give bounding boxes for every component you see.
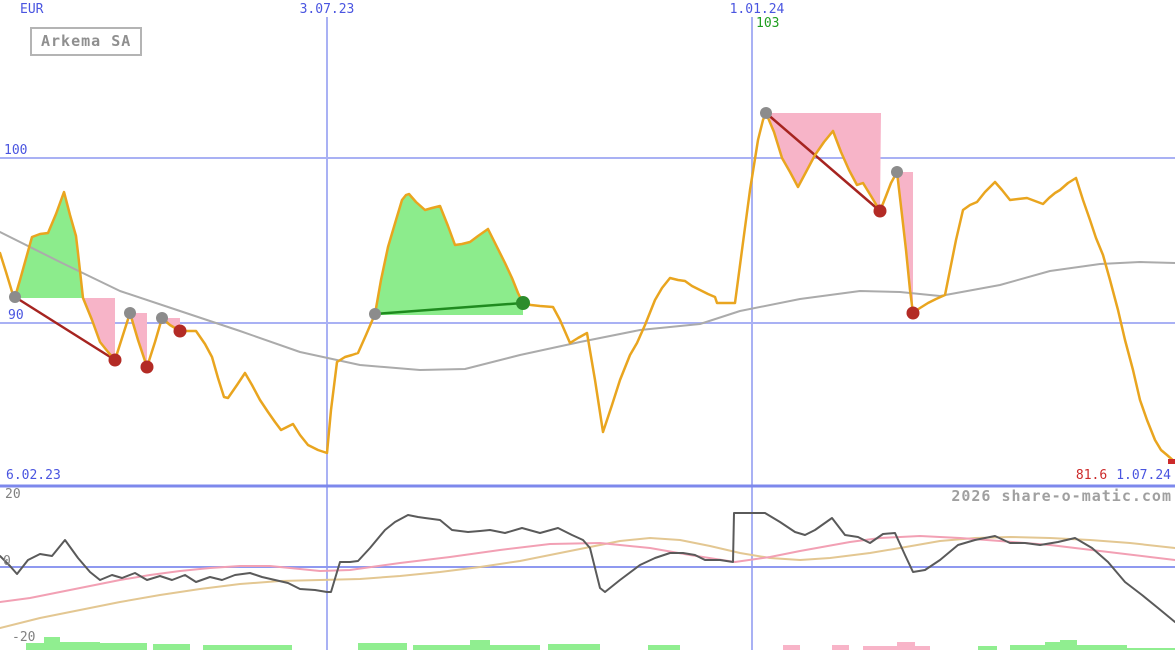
pivot-dot-red — [140, 360, 154, 374]
currency-label: EUR — [20, 2, 44, 17]
osc-axis-minus20: -20 — [12, 630, 36, 645]
pivot-dot-red — [873, 204, 887, 218]
moving-average-line — [0, 231, 1175, 371]
oscillator-main-line — [0, 512, 1175, 623]
pivot-dot-gray — [369, 308, 381, 320]
trend-line-up — [374, 301, 524, 316]
volume-bar-up — [1127, 648, 1175, 650]
watermark: 2026 share-o-matic.com — [951, 487, 1172, 505]
volume-bar-up — [1010, 645, 1045, 650]
volume-bar-up — [153, 644, 190, 650]
volume-bar-down — [915, 646, 930, 650]
volume-bar-up — [1060, 640, 1077, 650]
volume-bar-down — [897, 642, 915, 650]
instrument-name: Arkema SA — [41, 32, 132, 50]
last-price-tick — [1168, 459, 1175, 464]
peak-value-label: 103 — [756, 16, 780, 31]
signal-fill-short — [83, 298, 115, 360]
date-label-jul23: 3.07.23 — [299, 2, 355, 17]
pivot-dot-green — [516, 296, 530, 310]
pivot-dot-gray — [9, 291, 21, 303]
trend-line-down — [765, 112, 881, 212]
oscillator-slow-line — [0, 536, 1175, 629]
start-date-label: 6.02.23 — [6, 468, 61, 483]
oscillator-signal-line — [0, 535, 1175, 603]
volume-bar-up — [470, 640, 490, 650]
pivot-dot-gray — [156, 312, 168, 324]
volume-bar-up — [490, 645, 540, 650]
volume-bar-up — [100, 643, 147, 650]
volume-bar-up — [548, 644, 600, 650]
price-line — [0, 111, 1175, 464]
pivot-dot-gray — [760, 107, 772, 119]
pivot-dot-gray — [891, 166, 903, 178]
price-axis-100: 100 — [4, 143, 28, 158]
price-axis-90: 90 — [8, 308, 24, 323]
volume-bar-up — [203, 645, 292, 650]
date-label-jan24: 1.01.24 — [729, 2, 785, 17]
trend-line-down — [14, 295, 116, 362]
last-price-label: 81.6 — [1075, 468, 1108, 483]
pivot-dot-red — [173, 324, 187, 338]
signal-fill-long — [375, 194, 523, 315]
volume-bar-up — [1077, 645, 1127, 650]
volume-bar-down — [832, 645, 849, 650]
osc-axis-20: 20 — [5, 487, 21, 502]
volume-bar-up — [26, 643, 44, 650]
volume-bar-up — [978, 646, 997, 650]
volume-bar-up — [358, 643, 407, 650]
pivot-dot-red — [108, 353, 122, 367]
osc-axis-0: 0 — [3, 554, 11, 569]
bottom-right-axis: 81.6 1.07.24 — [1076, 469, 1171, 482]
volume-bar-up — [60, 642, 100, 650]
signal-fill-long — [15, 192, 83, 298]
volume-bar-up — [648, 645, 680, 650]
volume-bar-up — [44, 637, 60, 650]
pivot-dot-gray — [124, 307, 136, 319]
volume-bar-up — [413, 645, 470, 650]
end-date-label: 1.07.24 — [1116, 468, 1171, 483]
volume-bar-down — [783, 645, 800, 650]
instrument-box[interactable]: Arkema SA — [30, 27, 143, 56]
volume-bar-down — [863, 646, 897, 650]
pivot-dot-red — [906, 306, 920, 320]
volume-bar-up — [1045, 642, 1060, 650]
